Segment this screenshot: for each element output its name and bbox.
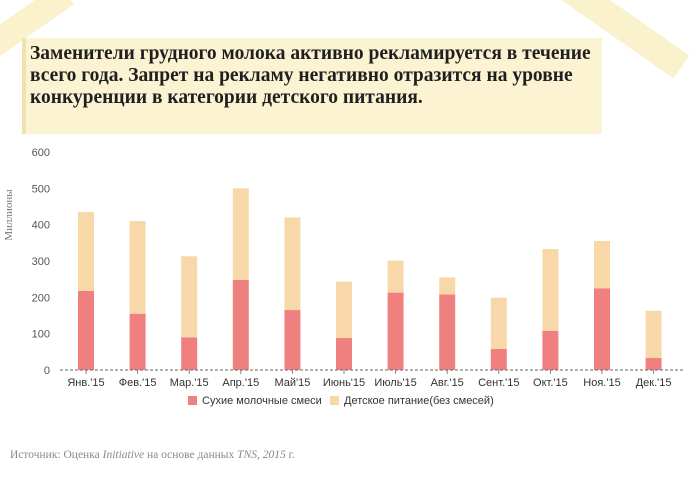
bar-dry-milk — [78, 290, 94, 370]
bar-baby-food — [490, 297, 507, 349]
y-tick-label: 400 — [32, 220, 50, 232]
x-tick-label: Фев.'15 — [119, 377, 157, 389]
bar-baby-food — [439, 277, 456, 295]
y-tick-label: 600 — [32, 147, 50, 159]
bar-baby-food — [232, 188, 249, 280]
bar-baby-food — [387, 260, 404, 293]
source-suffix: г. — [285, 449, 295, 461]
y-tick-label: 100 — [32, 329, 50, 341]
source-data: TNS, 2015 — [237, 449, 286, 461]
bar-baby-food — [336, 281, 352, 339]
chart-title: Заменители грудного молока активно рекла… — [30, 43, 591, 108]
legend-label: Сухие молочные смеси — [202, 395, 322, 407]
legend-swatch — [188, 396, 197, 405]
x-tick-label: Ноя.'15 — [583, 377, 620, 389]
bar-dry-milk — [542, 330, 559, 370]
x-tick-label: Сент.'15 — [478, 377, 519, 389]
bar-baby-food — [284, 217, 301, 311]
bar-baby-food — [78, 211, 94, 291]
bar-dry-milk — [594, 288, 610, 370]
bar-dry-milk — [645, 358, 662, 370]
x-tick-label: Май'15 — [274, 377, 310, 389]
stacked-bar-chart: 0 100 200 300 400 500 600 Миллионы Янв.'15 Фев.'1… — [3, 147, 685, 407]
bar-dry-milk — [129, 313, 146, 370]
bar-dry-milk — [387, 292, 404, 370]
x-tick-label: Мар.'15 — [170, 377, 209, 389]
x-tick-label: Янв.'15 — [67, 377, 104, 389]
bar-baby-food — [645, 310, 662, 359]
y-tick-label: 500 — [32, 183, 50, 195]
x-tick-label: Июль'15 — [374, 377, 416, 389]
y-tick-label: 0 — [44, 365, 50, 377]
bar-dry-milk — [336, 338, 352, 370]
bar-baby-food — [181, 256, 198, 338]
x-tick-label: Авг.'15 — [431, 377, 464, 389]
bar-dry-milk — [439, 294, 456, 370]
bar-baby-food — [594, 241, 610, 289]
legend-label: Детское питание(без смесей) — [344, 395, 494, 407]
title-banner — [22, 38, 602, 134]
bar-baby-food — [129, 221, 146, 314]
legend-swatch — [330, 396, 339, 405]
source-prefix: Источник: Оценка — [10, 449, 103, 461]
source-note: Источник: Оценка Initiative на основе да… — [10, 449, 295, 461]
bar-dry-milk — [181, 337, 198, 370]
bar-baby-food — [542, 249, 559, 331]
x-tick-label: Июнь'15 — [323, 377, 365, 389]
y-tick-label: 300 — [32, 256, 50, 268]
source-agency: Initiative — [102, 449, 145, 461]
x-tick-label: Дек.'15 — [636, 377, 672, 389]
x-tick-label: Окт.'15 — [533, 377, 568, 389]
bar-dry-milk — [490, 348, 507, 370]
bar-dry-milk — [232, 279, 249, 370]
bar-dry-milk — [284, 310, 301, 370]
source-middle: на основе данных — [144, 449, 238, 461]
y-axis-label: Миллионы — [3, 189, 15, 241]
y-tick-label: 200 — [32, 292, 50, 304]
x-tick-label: Апр.'15 — [222, 377, 259, 389]
